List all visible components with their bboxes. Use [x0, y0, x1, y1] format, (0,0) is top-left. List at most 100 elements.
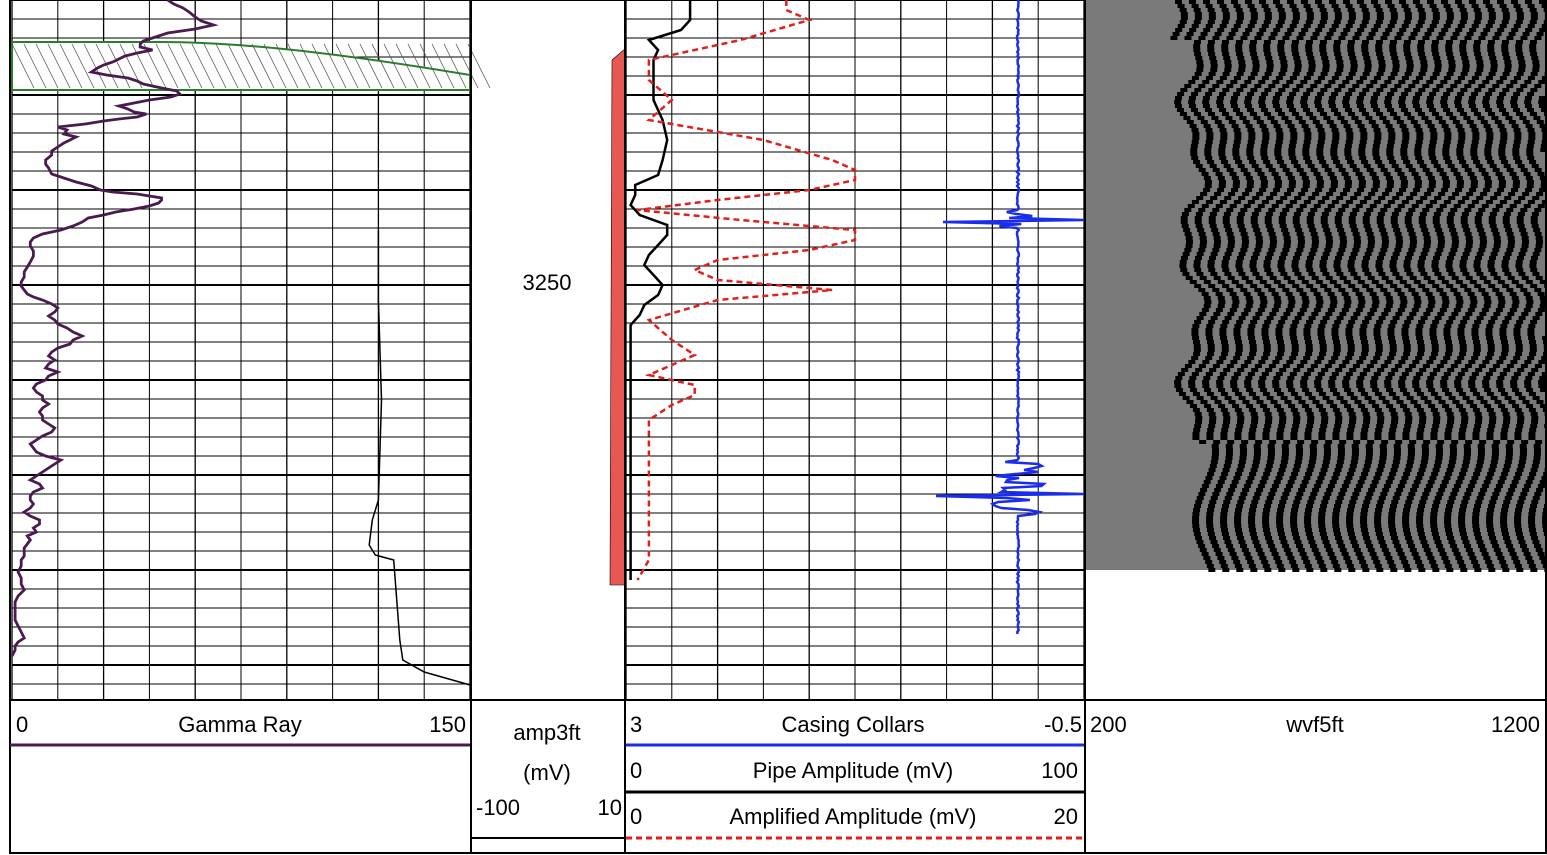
waveform-stripe	[1300, 380, 1307, 384]
waveform-stripe	[1346, 200, 1353, 204]
waveform-stripe	[1531, 12, 1538, 16]
waveform-stripe	[1513, 92, 1520, 96]
waveform-stripe	[1457, 156, 1464, 160]
waveform-stripe	[1352, 208, 1359, 212]
waveform-stripe	[1487, 340, 1494, 344]
waveform-stripe	[1487, 428, 1494, 432]
waveform-stripe	[1284, 548, 1291, 552]
waveform-stripe	[1471, 184, 1478, 188]
waveform-stripe	[1304, 136, 1311, 140]
waveform-stripe	[1382, 236, 1389, 240]
waveform-stripe	[1301, 376, 1308, 380]
waveform-stripe	[1491, 252, 1498, 256]
waveform-stripe	[1372, 404, 1379, 408]
waveform-stripe	[1300, 172, 1307, 176]
waveform-stripe	[1183, 396, 1190, 400]
waveform-stripe	[1436, 544, 1443, 548]
waveform-stripe	[1498, 388, 1505, 392]
waveform-stripe	[1495, 120, 1502, 124]
waveform-stripe	[1451, 168, 1458, 172]
waveform-stripe	[1370, 308, 1377, 312]
waveform-stripe	[1508, 400, 1515, 404]
waveform-stripe	[1228, 488, 1235, 492]
waveform-stripe	[1192, 432, 1199, 436]
waveform-stripe	[1282, 452, 1289, 456]
waveform-stripe	[1474, 88, 1481, 92]
waveform-stripe	[1282, 36, 1289, 40]
waveform-stripe	[1260, 152, 1267, 156]
waveform-stripe	[1404, 504, 1411, 508]
waveform-stripe	[1277, 392, 1284, 396]
waveform-stripe	[1308, 224, 1315, 228]
waveform-stripe	[1535, 232, 1542, 236]
waveform-stripe	[1448, 60, 1455, 64]
waveform-stripe	[1517, 412, 1524, 416]
waveform-stripe	[1499, 476, 1506, 480]
waveform-stripe	[1305, 428, 1312, 432]
waveform-stripe	[1527, 108, 1534, 112]
waveform-stripe	[1345, 144, 1352, 148]
waveform-stripe	[1282, 84, 1289, 88]
waveform-stripe	[1287, 376, 1294, 380]
waveform-stripe	[1278, 20, 1285, 24]
waveform-stripe	[1403, 44, 1410, 48]
waveform-stripe	[1457, 92, 1464, 96]
waveform-stripe	[1190, 388, 1197, 392]
waveform-stripe	[1360, 24, 1367, 28]
waveform-stripe	[1296, 452, 1303, 456]
waveform-stripe	[1302, 388, 1309, 392]
waveform-stripe	[1511, 376, 1518, 380]
waveform-stripe	[1287, 96, 1294, 100]
waveform-stripe	[1482, 172, 1489, 176]
waveform-stripe	[1348, 52, 1355, 56]
waveform-stripe	[1436, 448, 1443, 452]
waveform-stripe	[1238, 224, 1245, 228]
waveform-stripe	[1274, 176, 1281, 180]
waveform-stripe	[1181, 216, 1188, 220]
waveform-stripe	[1193, 352, 1200, 356]
waveform-stripe	[1452, 488, 1459, 492]
waveform-stripe	[1330, 296, 1337, 300]
waveform-stripe	[1421, 460, 1428, 464]
waveform-stripe	[1433, 536, 1440, 540]
waveform-stripe	[1344, 124, 1351, 128]
waveform-stripe	[1222, 268, 1229, 272]
waveform-stripe	[1293, 72, 1300, 76]
waveform-stripe	[1543, 528, 1547, 532]
waveform-stripe	[1221, 408, 1228, 412]
waveform-stripe	[1260, 480, 1267, 484]
waveform-stripe	[1214, 400, 1221, 404]
waveform-stripe	[1533, 396, 1540, 400]
waveform-stripe	[1306, 284, 1313, 288]
waveform-stripe	[1516, 8, 1523, 12]
waveform-stripe	[1486, 432, 1493, 436]
waveform-stripe	[1356, 80, 1363, 84]
waveform-stripe	[1352, 456, 1359, 460]
waveform-stripe	[1212, 36, 1219, 40]
waveform-stripe	[1388, 324, 1395, 328]
waveform-stripe	[1389, 408, 1396, 412]
waveform-stripe	[1345, 184, 1352, 188]
waveform-stripe	[1492, 452, 1499, 456]
waveform-stripe	[1419, 256, 1426, 260]
waveform-stripe	[1429, 560, 1436, 564]
waveform-stripe	[1449, 316, 1456, 320]
waveform-stripe	[1513, 156, 1520, 160]
waveform-stripe	[1243, 32, 1250, 36]
waveform-stripe	[1340, 548, 1347, 552]
waveform-stripe	[1432, 40, 1439, 44]
waveform-stripe	[1223, 72, 1230, 76]
waveform-stripe	[1282, 492, 1289, 496]
waveform-stripe	[1360, 516, 1367, 520]
waveform-stripe	[1529, 392, 1536, 396]
waveform-stripe	[1457, 476, 1464, 480]
waveform-stripe	[1250, 532, 1257, 536]
waveform-stripe	[1182, 212, 1189, 216]
waveform-stripe	[1313, 32, 1320, 36]
waveform-stripe	[1532, 196, 1539, 200]
waveform-stripe	[1278, 52, 1285, 56]
waveform-stripe	[1510, 384, 1517, 388]
waveform-stripe	[1220, 524, 1227, 528]
waveform-stripe	[1491, 316, 1498, 320]
amp-header-name: amp3ft	[513, 720, 580, 745]
